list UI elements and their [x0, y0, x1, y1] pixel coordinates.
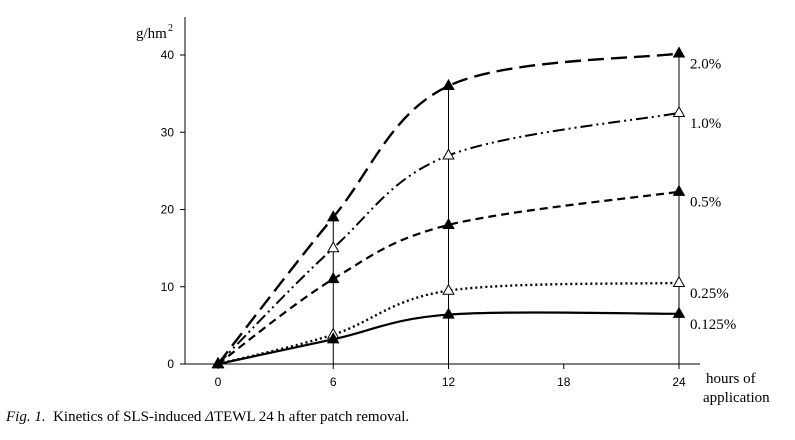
- data-point: [672, 306, 686, 318]
- y-axis-title-superscript: 2: [168, 23, 173, 34]
- data-point: [326, 272, 340, 284]
- series-label: 0.5%: [690, 195, 721, 211]
- data-point: [211, 356, 225, 369]
- figure-caption: Fig. 1. Kinetics of SLS-induced ΔTEWL 24…: [6, 409, 409, 426]
- data-point: [442, 283, 455, 295]
- data-point: [672, 46, 686, 58]
- y-tick-label: 40: [161, 48, 175, 62]
- caption-text-before: Kinetics of SLS-induced: [53, 409, 206, 425]
- caption-fig-label: Fig. 1.: [6, 409, 46, 425]
- series-line: [217, 281, 680, 366]
- data-point: [672, 184, 686, 196]
- y-axis-title: g/hm: [136, 26, 167, 42]
- x-tick-label: 0: [215, 375, 222, 389]
- data-point: [326, 332, 340, 344]
- data-point: [442, 307, 455, 319]
- y-tick-label: 10: [161, 280, 175, 294]
- series-line: [217, 52, 680, 365]
- x-tick-label: 18: [557, 375, 571, 389]
- y-tick-label: 20: [161, 203, 175, 217]
- series-label: 2.0%: [690, 56, 721, 72]
- data-point: [442, 148, 455, 160]
- series-label: 0.125%: [690, 317, 736, 333]
- data-point: [442, 78, 455, 90]
- caption-delta: Δ: [205, 409, 214, 425]
- x-axis-title-line2: application: [703, 390, 770, 405]
- series-label: 1.0%: [690, 116, 721, 132]
- data-point: [672, 275, 686, 287]
- x-axis-title-line1: hours of: [706, 371, 756, 387]
- x-tick-label: 12: [442, 375, 456, 389]
- data-point: [672, 105, 686, 118]
- x-tick-label: 6: [330, 375, 337, 389]
- chart: 0 10 20 30 40 0 6 12 18 24 g/hm 2 hours of applicatio…: [136, 17, 770, 405]
- series-line: [217, 190, 680, 365]
- data-point: [326, 241, 340, 253]
- series-line: [217, 111, 680, 365]
- series-label: 0.25%: [690, 286, 729, 302]
- data-point: [326, 210, 340, 222]
- x-tick-label: 24: [672, 375, 686, 389]
- series-line: [217, 311, 680, 366]
- y-tick-label: 0: [167, 357, 174, 371]
- data-point: [442, 217, 455, 230]
- y-tick-label: 30: [161, 125, 175, 139]
- caption-text-after: TEWL 24 h after patch removal.: [213, 409, 410, 425]
